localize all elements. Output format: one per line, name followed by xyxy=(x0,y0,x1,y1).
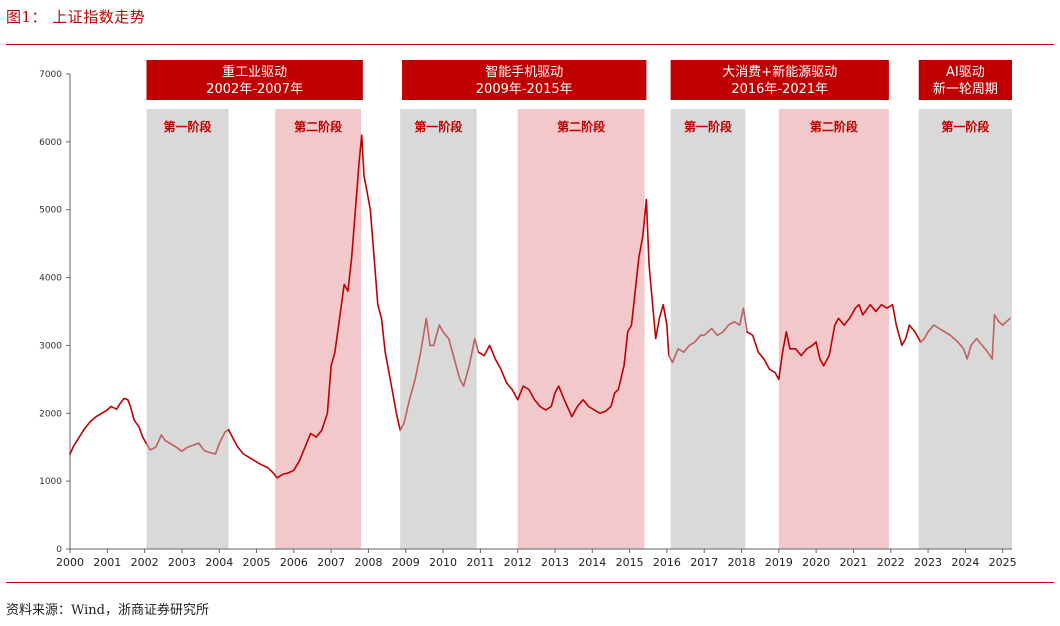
era-banner-period-0: 2002年-2007年 xyxy=(206,82,303,97)
phase-bands xyxy=(146,109,1012,549)
y-tick-label-4000: 4000 xyxy=(39,274,62,284)
shanghai-index-chart: 重工业驱动 2002年-2007年 智能手机驱动 2009年-2015年 大消费+新能源… xyxy=(39,60,1017,569)
era-banner-1 xyxy=(402,60,647,100)
x-tick-label-2010: 2010 xyxy=(429,556,457,569)
y-tick-label-7000: 7000 xyxy=(39,70,62,80)
phase-label-4: 第一阶段 xyxy=(684,119,733,134)
index-line-segment-4 xyxy=(477,198,670,418)
y-tick-label-3000: 3000 xyxy=(39,341,62,351)
era-banner-2 xyxy=(670,60,889,100)
x-tick-label-2011: 2011 xyxy=(466,556,494,569)
index-line-segment-7 xyxy=(919,314,1011,360)
phase-label-5: 第二阶段 xyxy=(810,119,859,134)
index-line-segment-2 xyxy=(227,134,401,479)
top-rule xyxy=(6,44,1054,45)
era-banner-title-2: 大消费+新能源驱动 xyxy=(722,64,837,80)
phase-band-1 xyxy=(275,109,361,549)
era-banner-period-1: 2009年-2015年 xyxy=(476,82,573,97)
index-line-segment-5 xyxy=(668,307,748,364)
x-tick-label-2021: 2021 xyxy=(839,556,867,569)
x-tick-label-2007: 2007 xyxy=(317,556,345,569)
index-line-segment-6 xyxy=(746,303,922,381)
y-tick-label-6000: 6000 xyxy=(39,138,62,148)
era-banner-title-3: AI驱动 xyxy=(946,65,985,80)
x-tick-label-2014: 2014 xyxy=(578,556,606,569)
phase-label-0: 第一阶段 xyxy=(164,119,213,134)
phase-labels: 第一阶段 第二阶段 第一阶段 第二阶段 第一阶段 第二阶段 第一阶段 xyxy=(164,119,991,134)
axes: 0 1000 2000 3000 4000 5000 6000 7000 2000 2001 200… xyxy=(39,70,1017,569)
x-tick-label-2019: 2019 xyxy=(765,556,793,569)
x-tick-label-2013: 2013 xyxy=(541,556,569,569)
era-banners: 重工业驱动 2002年-2007年 智能手机驱动 2009年-2015年 大消费+新能源… xyxy=(146,60,1012,100)
x-tick-label-2004: 2004 xyxy=(205,556,233,569)
x-tick-label-2009: 2009 xyxy=(392,556,420,569)
phase-band-4 xyxy=(670,109,746,549)
figure-title: 图1： 上证指数走势 xyxy=(6,8,146,26)
phase-label-3: 第二阶段 xyxy=(557,119,606,134)
x-tick-label-2000: 2000 xyxy=(56,556,84,569)
phase-band-6 xyxy=(918,109,1012,549)
x-tick-label-2016: 2016 xyxy=(653,556,681,569)
x-tick-label-2017: 2017 xyxy=(690,556,718,569)
y-tick-label-2000: 2000 xyxy=(39,409,62,419)
x-tick-label-2023: 2023 xyxy=(914,556,942,569)
index-line-segment-0 xyxy=(69,397,148,455)
x-tick-label-2024: 2024 xyxy=(951,556,979,569)
x-tick-label-2022: 2022 xyxy=(877,556,905,569)
era-banner-title-0: 重工业驱动 xyxy=(222,64,287,80)
era-banner-period-2: 2016年-2021年 xyxy=(731,82,828,97)
x-tick-label-2015: 2015 xyxy=(616,556,644,569)
x-tick-label-2001: 2001 xyxy=(93,556,121,569)
x-tick-label-2025: 2025 xyxy=(989,556,1017,569)
y-tick-label-1000: 1000 xyxy=(39,477,62,487)
phase-label-2: 第一阶段 xyxy=(414,119,463,134)
phase-band-3 xyxy=(517,109,645,549)
y-tick-label-5000: 5000 xyxy=(39,206,62,216)
era-banner-3 xyxy=(918,60,1012,100)
source-note: 资料来源：Wind，浙商证券研究所 xyxy=(6,603,209,618)
index-line-segment-3 xyxy=(399,317,480,432)
phase-label-1: 第二阶段 xyxy=(294,119,343,134)
phase-label-6: 第一阶段 xyxy=(941,119,990,134)
x-tick-label-2002: 2002 xyxy=(131,556,159,569)
x-tick-label-2012: 2012 xyxy=(504,556,532,569)
x-tick-label-2003: 2003 xyxy=(168,556,196,569)
era-banner-title-1: 智能手机驱动 xyxy=(485,65,563,80)
era-banner-0 xyxy=(146,60,363,100)
x-tick-label-2005: 2005 xyxy=(243,556,271,569)
x-tick-label-2006: 2006 xyxy=(280,556,308,569)
bottom-rule xyxy=(6,582,1054,583)
era-banner-period-3: 新一轮周期 xyxy=(933,81,998,97)
phase-band-0 xyxy=(146,109,229,549)
index-line xyxy=(69,134,1011,479)
x-tick-label-2008: 2008 xyxy=(354,556,382,569)
y-tick-label-0: 0 xyxy=(56,545,62,555)
x-tick-label-2020: 2020 xyxy=(802,556,830,569)
index-line-segment-1 xyxy=(145,428,230,455)
x-tick-label-2018: 2018 xyxy=(728,556,756,569)
